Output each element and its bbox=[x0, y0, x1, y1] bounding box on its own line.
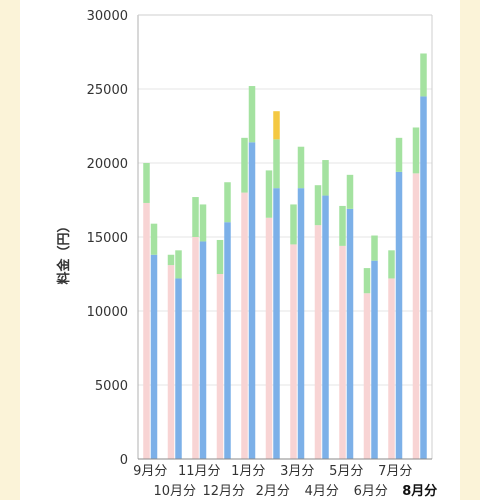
bar-当年-curr_base-5 bbox=[273, 188, 280, 459]
bar-当年-top-9 bbox=[371, 235, 378, 261]
x-tick-label: 3月分 bbox=[280, 464, 314, 479]
y-tick-label: 25000 bbox=[87, 83, 128, 98]
x-tick-label: 1月分 bbox=[231, 464, 265, 479]
x-tick-label: 12月分 bbox=[202, 484, 245, 499]
x-tick-label: 6月分 bbox=[354, 484, 388, 499]
x-tick-label: 9月分 bbox=[133, 464, 167, 479]
bar-前年-top-1 bbox=[167, 254, 175, 266]
bar-当年-curr_base-10 bbox=[395, 171, 403, 459]
bar-前年-prev_base-6 bbox=[290, 244, 297, 459]
bar-前年-prev_base-8 bbox=[339, 245, 346, 459]
bar-当年-curr_base-1 bbox=[175, 278, 182, 459]
bar-当年-top-3 bbox=[224, 182, 231, 223]
bar-前年-prev_base-5 bbox=[265, 217, 273, 459]
bar-前年-prev_base-7 bbox=[314, 225, 322, 459]
bar-当年-top-0 bbox=[150, 223, 158, 255]
bar-当年-top-2 bbox=[199, 204, 207, 242]
x-tick-label: 7月分 bbox=[378, 464, 412, 479]
bar-当年-top-7 bbox=[322, 160, 329, 196]
bar-前年-top-3 bbox=[216, 239, 224, 274]
bar-前年-prev_base-4 bbox=[241, 192, 248, 459]
bar-当年-curr_base-6 bbox=[297, 188, 305, 459]
tick-labels: 0 5000 10000 15000 20000 25000 30000 9月分 10月分 11月… bbox=[87, 9, 438, 499]
bar-当年-top-6 bbox=[297, 146, 305, 189]
bar-前年-prev_base-3 bbox=[216, 274, 224, 459]
bar-当年-extra-5 bbox=[273, 111, 280, 140]
bar-当年-curr_base-4 bbox=[248, 142, 256, 459]
bar-前年-top-10 bbox=[388, 250, 395, 279]
bar-当年-top-8 bbox=[346, 174, 354, 209]
y-tick-label: 0 bbox=[120, 453, 128, 468]
bar-前年-top-11 bbox=[412, 127, 420, 174]
bar-当年-curr_base-11 bbox=[420, 96, 427, 460]
x-tick-label: 11月分 bbox=[178, 464, 221, 479]
bar-当年-curr_base-8 bbox=[346, 208, 354, 459]
bar-前年-prev_base-9 bbox=[363, 293, 371, 459]
y-tick-label: 10000 bbox=[87, 305, 128, 320]
bar-当年-curr_base-9 bbox=[371, 260, 378, 459]
axes bbox=[137, 14, 433, 460]
bar-当年-curr_base-7 bbox=[322, 195, 329, 459]
bar-前年-top-7 bbox=[314, 185, 322, 226]
bar-前年-prev_base-11 bbox=[412, 173, 420, 460]
x-tick-label: 8月分 bbox=[402, 483, 437, 499]
bar-当年-top-10 bbox=[395, 137, 403, 172]
bar-前年-top-5 bbox=[265, 170, 273, 218]
y-axis-label: 料金（円） bbox=[56, 219, 72, 284]
x-tick-label: 5月分 bbox=[329, 464, 363, 479]
chart-panel: 0 5000 10000 15000 20000 25000 30000 9月分 10月分 11月… bbox=[20, 0, 460, 500]
bar-当年-curr_base-3 bbox=[224, 222, 231, 459]
bars bbox=[143, 53, 427, 460]
bar-当年-top-4 bbox=[248, 86, 256, 143]
bar-前年-top-6 bbox=[290, 204, 297, 245]
y-tick-label: 5000 bbox=[95, 379, 128, 394]
x-tick-label: 10月分 bbox=[153, 484, 196, 499]
bar-前年-top-2 bbox=[192, 197, 199, 237]
bar-前年-top-4 bbox=[241, 137, 248, 193]
bar-当年-top-5 bbox=[273, 139, 280, 189]
bar-当年-top-1 bbox=[175, 250, 182, 279]
bar-前年-prev_base-1 bbox=[167, 265, 175, 459]
bar-前年-prev_base-0 bbox=[143, 202, 150, 459]
bar-前年-top-9 bbox=[363, 268, 371, 294]
y-tick-label: 20000 bbox=[87, 157, 128, 172]
bar-当年-top-11 bbox=[420, 53, 427, 97]
bar-前年-prev_base-10 bbox=[388, 278, 395, 459]
bar-当年-curr_base-2 bbox=[199, 241, 207, 459]
bar-chart: 0 5000 10000 15000 20000 25000 30000 9月分 10月分 11月… bbox=[56, 9, 438, 499]
x-tick-label: 2月分 bbox=[256, 484, 290, 499]
x-tick-label: 4月分 bbox=[305, 484, 339, 499]
y-tick-label: 15000 bbox=[87, 231, 128, 246]
grid-lines bbox=[138, 14, 432, 386]
bar-前年-top-0 bbox=[143, 163, 150, 203]
bar-当年-curr_base-0 bbox=[150, 254, 158, 459]
bar-前年-prev_base-2 bbox=[192, 237, 199, 459]
y-tick-label: 30000 bbox=[87, 9, 128, 24]
bar-前年-top-8 bbox=[339, 205, 346, 246]
